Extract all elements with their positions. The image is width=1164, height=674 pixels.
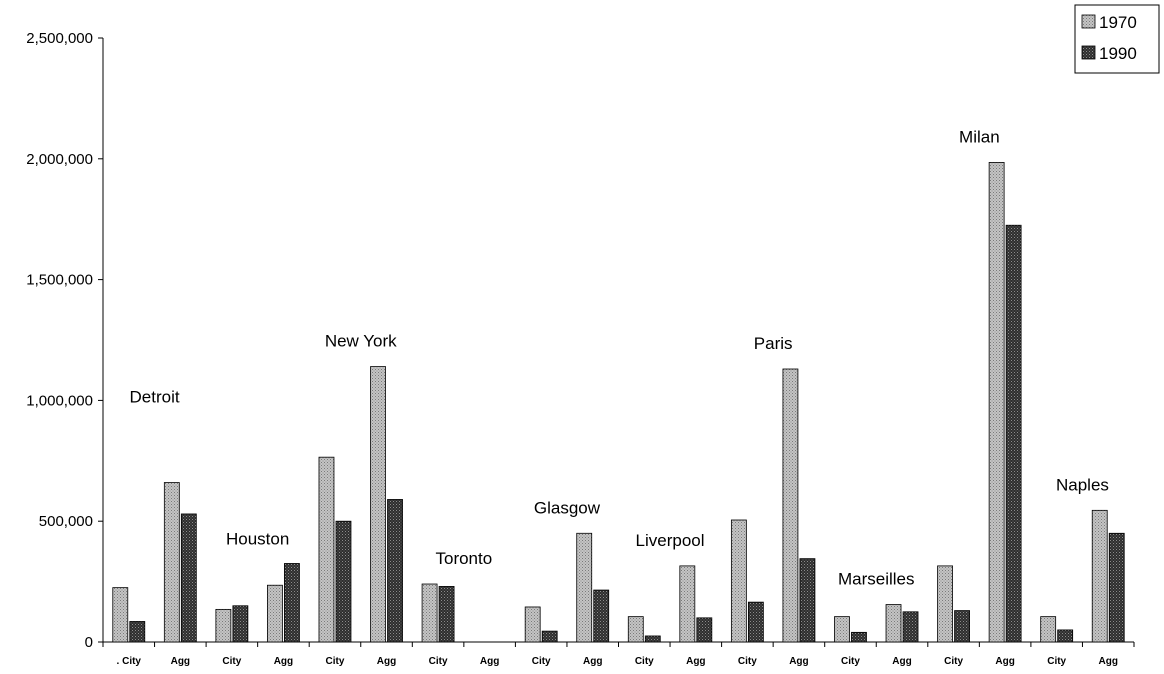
bar-1970 [730, 519, 747, 643]
legend-label-1990: 1990 [1099, 44, 1137, 63]
bar-1990 [954, 610, 970, 643]
bar-1970 [627, 616, 644, 643]
group-label: Milan [959, 127, 1000, 146]
x-tick-label: Agg [583, 656, 602, 667]
bar-1970 [267, 584, 283, 643]
x-tick-label: Agg [892, 656, 911, 667]
legend-label-1970: 1970 [1099, 13, 1137, 32]
y-tick-label: 2,500,000 [26, 30, 93, 47]
bar-1970 [524, 606, 541, 643]
x-tick-label: Agg [480, 656, 499, 667]
bar-1970 [576, 532, 593, 643]
group-label: Liverpool [636, 531, 705, 550]
bar-1970 [782, 368, 799, 643]
bar-1970 [370, 366, 386, 643]
bar-1990 [1108, 532, 1125, 643]
bar-1990 [902, 611, 919, 643]
x-tick-label: Agg [789, 656, 808, 667]
bar-1970 [885, 604, 902, 643]
bar-1990 [747, 601, 764, 643]
group-label: Glasgow [534, 498, 601, 517]
legend-swatch-1970 [1081, 14, 1096, 29]
x-tick-label: City [326, 656, 345, 667]
bar-1990 [129, 621, 146, 643]
bar-1970 [112, 587, 129, 643]
bar-1990 [180, 513, 197, 643]
bar-1970 [318, 456, 335, 643]
bar-1990 [335, 520, 352, 643]
bar-1970 [937, 565, 953, 643]
x-tick-label: City [532, 656, 551, 667]
bar-1990 [593, 589, 610, 643]
bar-1990 [1057, 629, 1074, 643]
x-tick-label: Agg [686, 656, 705, 667]
bar-1990 [799, 558, 816, 643]
legend: 1970 1990 [1074, 4, 1160, 74]
bar-1990 [387, 499, 403, 643]
bar-1970 [1091, 509, 1108, 643]
legend-swatch-1990 [1081, 45, 1096, 60]
bar-1990 [232, 605, 249, 643]
x-tick-label: Agg [171, 656, 190, 667]
bar-1990 [541, 630, 558, 643]
y-tick-label: 1,500,000 [26, 272, 93, 289]
bar-1990 [644, 635, 661, 643]
group-label: Paris [754, 334, 793, 353]
bar-1970 [163, 482, 180, 643]
y-tick-label: 0 [85, 634, 93, 651]
y-tick-label: 2,000,000 [26, 151, 93, 168]
group-label: Houston [226, 530, 289, 549]
x-tick-label: Agg [274, 656, 293, 667]
group-label: Detroit [130, 388, 180, 407]
x-tick-label: Agg [377, 656, 396, 667]
x-tick-label: Agg [1098, 656, 1117, 667]
x-tick-label: City [738, 656, 757, 667]
x-tick-label: City [222, 656, 241, 667]
x-tick-label: Agg [995, 656, 1014, 667]
bar-1970 [215, 608, 232, 643]
bar-1970 [988, 162, 1005, 643]
x-tick-label: City [944, 656, 963, 667]
y-tick-label: 1,000,000 [26, 392, 93, 409]
bar-1990 [1005, 224, 1022, 643]
bar-1970 [421, 583, 438, 643]
bar-1970 [1040, 616, 1057, 643]
group-label: New York [325, 332, 397, 351]
group-label: Naples [1056, 475, 1109, 494]
group-label: Marseilles [838, 570, 915, 589]
bar-1990 [696, 617, 713, 643]
bar-1990 [438, 586, 455, 643]
bar-1990 [284, 563, 300, 643]
x-tick-label: City [635, 656, 654, 667]
group-label: Toronto [435, 549, 492, 568]
x-tick-label: . City [117, 656, 142, 667]
y-tick-label: 500,000 [39, 513, 93, 530]
x-tick-label: City [1047, 656, 1066, 667]
bar-1970 [834, 616, 850, 643]
bar-1970 [679, 565, 696, 643]
bar-1990 [851, 631, 867, 643]
x-tick-label: City [429, 656, 448, 667]
x-tick-label: City [841, 656, 860, 667]
